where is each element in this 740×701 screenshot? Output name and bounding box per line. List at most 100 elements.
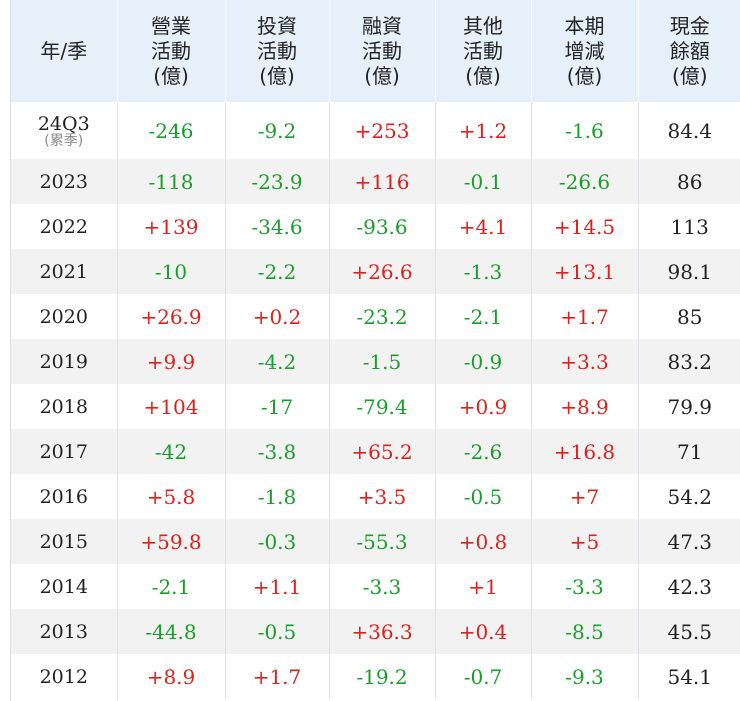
header-line: 本期 [564,13,605,38]
other-cell: -0.1 [435,159,532,204]
operating-cell: -42 [117,429,226,474]
header-line: (億) [465,63,501,88]
investing-cell: -3.8 [225,429,330,474]
operating-cell: -44.8 [117,609,226,654]
table-row: 2012 +8.9 +1.7 -19.2 -0.7 -9.3 54.1 [11,654,740,699]
operating-cell: -2.1 [117,564,226,609]
other-cell: +4.1 [435,204,532,249]
operating-cell: +8.9 [117,654,226,699]
operating-cell: -10 [117,249,226,294]
cash-balance-cell: 83.2 [638,339,740,384]
other-cell: -2.6 [435,429,532,474]
cash-balance-cell: 45.5 [638,609,740,654]
other-cell: -1.3 [435,249,532,294]
table-row: 2016 +5.8 -1.8 +3.5 -0.5 +7 54.2 [11,474,740,519]
header-line: (億) [364,63,400,88]
header-line: 年/季 [40,38,88,63]
cash-balance-cell: 47.3 [638,519,740,564]
table-body: 24Q3 (累季) -246 -9.2 +253 +1.2 -1.6 84.4 2023 -118… [11,102,740,699]
period-label: 2013 [39,620,88,643]
investing-cell: -1.8 [225,474,330,519]
investing-cell: -9.2 [225,102,330,159]
operating-activities-header: 營業 活動 (億) [117,0,226,102]
other-cell: +0.8 [435,519,532,564]
cash-balance-cell: 98.1 [638,249,740,294]
header-line: 其他 [463,13,503,38]
other-cell: -0.5 [435,474,532,519]
header-row: 年/季 營業 活動 (億) 投資 活動 (億) 融資 活動 (億) 其他 活動 (億) 本期 增減 (億) 現金… [11,0,740,102]
cash-balance-cell: 84.4 [667,118,713,143]
period-label: 2019 [39,350,88,373]
financing-cell: +253 [329,102,436,159]
operating-cell: +139 [117,204,226,249]
period-label: 2021 [39,260,88,283]
header-line: 活動 [257,38,297,63]
table-row: 2013 -44.8 -0.5 +36.3 +0.4 -8.5 45.5 [11,609,740,654]
header-line: 活動 [362,38,402,63]
cash-flow-table-container: 年/季 營業 活動 (億) 投資 活動 (億) 融資 活動 (億) 其他 活動 (億) 本期 增減 (億) 現金… [10,0,740,701]
table-row: 2019 +9.9 -4.2 -1.5 -0.9 +3.3 83.2 [11,339,740,384]
period-label: 2018 [39,395,88,418]
period-label: 2020 [39,305,88,328]
table-row: 2017 -42 -3.8 +65.2 -2.6 +16.8 71 [11,429,740,474]
period-cell: 24Q3 (累季) [11,102,118,159]
financing-cell: -79.4 [329,384,436,429]
investing-cell: -2.2 [225,249,330,294]
cash-balance-cell: 86 [638,159,740,204]
period-label: 2016 [39,485,88,508]
net-change-header: 本期 增減 (億) [531,0,639,102]
cash-balance-cell: 113 [670,214,709,239]
financing-cell: -93.6 [329,204,436,249]
table-row: 2014 -2.1 +1.1 -3.3 +1 -3.3 42.3 [11,564,740,609]
cash-balance-cell: 54.2 [667,484,713,509]
period-label: 24Q3 [37,112,90,135]
operating-cell: +5.8 [117,474,226,519]
net-change-cell: +1.7 [531,294,639,339]
cash-balance-cell: 71 [638,429,740,474]
header-line: 活動 [151,38,191,63]
other-cell: +0.4 [435,609,532,654]
period-cell: 2021 [11,249,118,294]
header-line: (億) [671,63,708,88]
net-change-cell: -9.3 [531,654,639,699]
other-cell: +1.2 [435,102,532,159]
header-line: 餘額 [669,38,710,63]
cash-balance-cell: 54.1 [667,664,713,689]
operating-cell: -246 [117,102,226,159]
period-label: 2012 [39,665,88,688]
header-line: 增減 [564,38,605,63]
net-change-cell: +8.9 [531,384,639,429]
net-change-cell: +13.1 [531,249,639,294]
period-cell: 2012 [11,654,118,699]
period-cell: 2017 [11,429,118,474]
net-change-cell: +16.8 [531,429,639,474]
other-cell: -0.7 [435,654,532,699]
financing-cell: -3.3 [329,564,436,609]
cash-flow-table: 年/季 營業 活動 (億) 投資 活動 (億) 融資 活動 (億) 其他 活動 (億) 本期 增減 (億) 現金… [11,0,740,699]
table-row: 2021 -10 -2.2 +26.6 -1.3 +13.1 98.1 [11,249,740,294]
financing-cell: +26.6 [329,249,436,294]
financing-cell: +3.5 [329,474,436,519]
other-activities-header: 其他 活動 (億) [435,0,532,102]
investing-cell: -17 [225,384,330,429]
financing-cell: -1.5 [329,339,436,384]
period-label: 2022 [39,215,88,238]
net-change-cell: -1.6 [531,102,639,159]
period-header: 年/季 [11,0,118,102]
net-change-cell: -26.6 [531,159,639,204]
financing-cell: +36.3 [329,609,436,654]
period-cell: 2022 [11,204,118,249]
operating-cell: +59.8 [117,519,226,564]
table-row: 2020 +26.9 +0.2 -23.2 -2.1 +1.7 85 [11,294,740,339]
cash-balance-cell: 79.9 [667,394,713,419]
other-cell: +0.9 [435,384,532,429]
header-line: 活動 [463,38,503,63]
table-row: 2023 -118 -23.9 +116 -0.1 -26.6 86 [11,159,740,204]
other-cell: -0.9 [435,339,532,384]
operating-cell: +9.9 [117,339,226,384]
period-label: 2023 [39,170,88,193]
table-row: 2015 +59.8 -0.3 -55.3 +0.8 +5 47.3 [11,519,740,564]
cash-balance-cell: 42.3 [667,574,713,599]
period-label: 2014 [39,575,88,598]
cash-balance-header: 現金 餘額 (億) [638,0,740,102]
